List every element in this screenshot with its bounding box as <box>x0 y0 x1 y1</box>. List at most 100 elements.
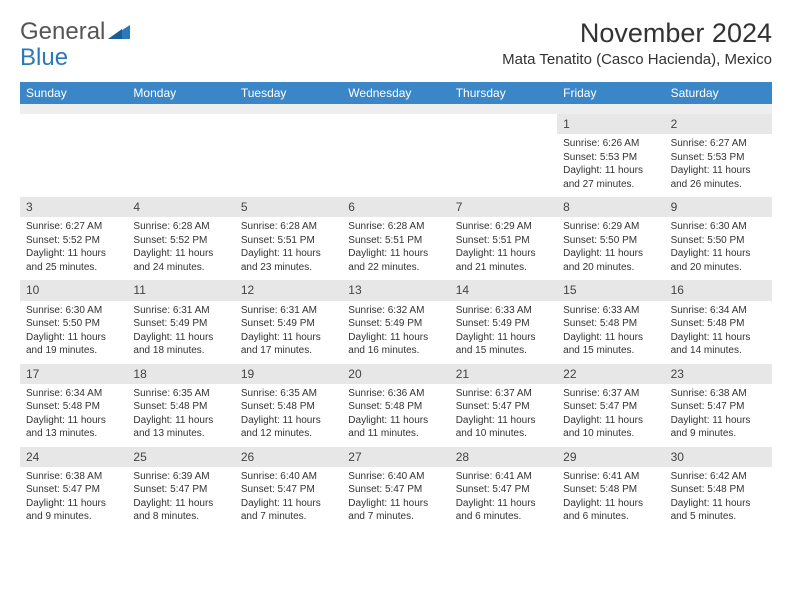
sunrise-line: Sunrise: 6:28 AM <box>348 220 443 234</box>
day-body: Sunrise: 6:31 AMSunset: 5:49 PMDaylight:… <box>235 301 342 364</box>
empty-day-cell <box>342 114 449 197</box>
logo: General <box>20 18 130 46</box>
logo-triangle-icon <box>108 18 130 46</box>
day-body: Sunrise: 6:28 AMSunset: 5:51 PMDaylight:… <box>342 217 449 280</box>
sunrise-line: Sunrise: 6:33 AM <box>563 304 658 318</box>
sunset-line: Sunset: 5:51 PM <box>241 234 336 248</box>
day-cell: 3Sunrise: 6:27 AMSunset: 5:52 PMDaylight… <box>20 197 127 280</box>
day-body: Sunrise: 6:28 AMSunset: 5:51 PMDaylight:… <box>235 217 342 280</box>
day-cell: 14Sunrise: 6:33 AMSunset: 5:49 PMDayligh… <box>450 280 557 363</box>
sunrise-line: Sunrise: 6:40 AM <box>241 470 336 484</box>
daylight-line: Daylight: 11 hours and 10 minutes. <box>456 414 551 441</box>
daylight-line: Daylight: 11 hours and 27 minutes. <box>563 164 658 191</box>
sunrise-line: Sunrise: 6:31 AM <box>241 304 336 318</box>
day-body: Sunrise: 6:42 AMSunset: 5:48 PMDaylight:… <box>665 467 772 530</box>
sunset-line: Sunset: 5:53 PM <box>563 151 658 165</box>
day-number: 30 <box>665 447 772 467</box>
daylight-line: Daylight: 11 hours and 8 minutes. <box>133 497 228 524</box>
sunset-line: Sunset: 5:49 PM <box>456 317 551 331</box>
day-number: 9 <box>665 197 772 217</box>
day-cell: 16 Sunrise: 6:34 AMSunset: 5:48 PMDayligh… <box>665 280 772 363</box>
day-body <box>342 134 449 186</box>
sunset-line: Sunset: 5:47 PM <box>26 483 121 497</box>
sunset-line: Sunset: 5:48 PM <box>26 400 121 414</box>
daylight-line: Daylight: 11 hours and 20 minutes. <box>563 247 658 274</box>
daylight-line: Daylight: 11 hours and 25 minutes. <box>26 247 121 274</box>
day-body: Sunrise: 6:27 AMSunset: 5:52 PMDaylight:… <box>20 217 127 280</box>
day-number: 17 <box>20 364 127 384</box>
daylight-line: Daylight: 11 hours and 22 minutes. <box>348 247 443 274</box>
daylight-line: Daylight: 11 hours and 7 minutes. <box>241 497 336 524</box>
daylight-line: Daylight: 11 hours and 19 minutes. <box>26 331 121 358</box>
sunset-line: Sunset: 5:50 PM <box>26 317 121 331</box>
daylight-line: Daylight: 11 hours and 6 minutes. <box>563 497 658 524</box>
location: Mata Tenatito (Casco Hacienda), Mexico <box>502 51 772 68</box>
day-body: Sunrise: 6:29 AMSunset: 5:51 PMDaylight:… <box>450 217 557 280</box>
sunset-line: Sunset: 5:47 PM <box>456 400 551 414</box>
day-cell: 22Sunrise: 6:37 AMSunset: 5:47 PMDayligh… <box>557 364 664 447</box>
sunset-line: Sunset: 5:48 PM <box>671 317 766 331</box>
day-number: 23 <box>665 364 772 384</box>
sunrise-line: Sunrise: 6:34 AM <box>671 304 766 318</box>
day-cell: 21Sunrise: 6:37 AMSunset: 5:47 PMDayligh… <box>450 364 557 447</box>
day-number: 5 <box>235 197 342 217</box>
month-title: November 2024 <box>502 18 772 49</box>
sunset-line: Sunset: 5:47 PM <box>456 483 551 497</box>
week-row: 17Sunrise: 6:34 AMSunset: 5:48 PMDayligh… <box>20 364 772 447</box>
sunset-line: Sunset: 5:49 PM <box>348 317 443 331</box>
sunset-line: Sunset: 5:50 PM <box>671 234 766 248</box>
sunset-line: Sunset: 5:52 PM <box>26 234 121 248</box>
day-body: Sunrise: 6:41 AMSunset: 5:47 PMDaylight:… <box>450 467 557 530</box>
day-body: Sunrise: 6:32 AMSunset: 5:49 PMDaylight:… <box>342 301 449 364</box>
daylight-line: Daylight: 11 hours and 26 minutes. <box>671 164 766 191</box>
day-number <box>20 114 127 134</box>
day-number: 8 <box>557 197 664 217</box>
day-number <box>450 114 557 134</box>
day-cell: 27Sunrise: 6:40 AMSunset: 5:47 PMDayligh… <box>342 447 449 530</box>
day-cell: 24Sunrise: 6:38 AMSunset: 5:47 PMDayligh… <box>20 447 127 530</box>
day-number: 1 <box>557 114 664 134</box>
day-cell: 18Sunrise: 6:35 AMSunset: 5:48 PMDayligh… <box>127 364 234 447</box>
weekday-tuesday: Tuesday <box>235 82 342 104</box>
day-cell: 6Sunrise: 6:28 AMSunset: 5:51 PMDaylight… <box>342 197 449 280</box>
sunset-line: Sunset: 5:48 PM <box>563 483 658 497</box>
day-number: 16 <box>665 280 772 300</box>
day-cell: 26Sunrise: 6:40 AMSunset: 5:47 PMDayligh… <box>235 447 342 530</box>
sunset-line: Sunset: 5:47 PM <box>348 483 443 497</box>
day-number: 12 <box>235 280 342 300</box>
daylight-line: Daylight: 11 hours and 23 minutes. <box>241 247 336 274</box>
sunset-line: Sunset: 5:47 PM <box>133 483 228 497</box>
day-body: Sunrise: 6:29 AMSunset: 5:50 PMDaylight:… <box>557 217 664 280</box>
day-cell: 8Sunrise: 6:29 AMSunset: 5:50 PMDaylight… <box>557 197 664 280</box>
weekday-friday: Friday <box>557 82 664 104</box>
sunrise-line: Sunrise: 6:30 AM <box>671 220 766 234</box>
day-body: Sunrise: 6:40 AMSunset: 5:47 PMDaylight:… <box>235 467 342 530</box>
sunrise-line: Sunrise: 6:32 AM <box>348 304 443 318</box>
sunset-line: Sunset: 5:51 PM <box>348 234 443 248</box>
empty-day-cell <box>450 114 557 197</box>
day-body: Sunrise: 6:36 AMSunset: 5:48 PMDaylight:… <box>342 384 449 447</box>
daylight-line: Daylight: 11 hours and 24 minutes. <box>133 247 228 274</box>
sunrise-line: Sunrise: 6:38 AM <box>26 470 121 484</box>
day-body: Sunrise: 6:31 AMSunset: 5:49 PMDaylight:… <box>127 301 234 364</box>
day-body <box>20 134 127 186</box>
day-cell: 7Sunrise: 6:29 AMSunset: 5:51 PMDaylight… <box>450 197 557 280</box>
sunrise-line: Sunrise: 6:40 AM <box>348 470 443 484</box>
sunset-line: Sunset: 5:48 PM <box>348 400 443 414</box>
day-cell: 23Sunrise: 6:38 AMSunset: 5:47 PMDayligh… <box>665 364 772 447</box>
day-cell: 15Sunrise: 6:33 AMSunset: 5:48 PMDayligh… <box>557 280 664 363</box>
day-number: 22 <box>557 364 664 384</box>
day-number: 25 <box>127 447 234 467</box>
sunrise-line: Sunrise: 6:26 AM <box>563 137 658 151</box>
day-number: 3 <box>20 197 127 217</box>
day-body: Sunrise: 6:38 AMSunset: 5:47 PMDaylight:… <box>20 467 127 530</box>
daylight-line: Daylight: 11 hours and 18 minutes. <box>133 331 228 358</box>
empty-day-cell <box>127 114 234 197</box>
day-body: Sunrise: 6:33 AMSunset: 5:48 PMDaylight:… <box>557 301 664 364</box>
daylight-line: Daylight: 11 hours and 14 minutes. <box>671 331 766 358</box>
day-cell: 29Sunrise: 6:41 AMSunset: 5:48 PMDayligh… <box>557 447 664 530</box>
day-number: 24 <box>20 447 127 467</box>
sunrise-line: Sunrise: 6:29 AM <box>563 220 658 234</box>
sunrise-line: Sunrise: 6:29 AM <box>456 220 551 234</box>
daylight-line: Daylight: 11 hours and 16 minutes. <box>348 331 443 358</box>
